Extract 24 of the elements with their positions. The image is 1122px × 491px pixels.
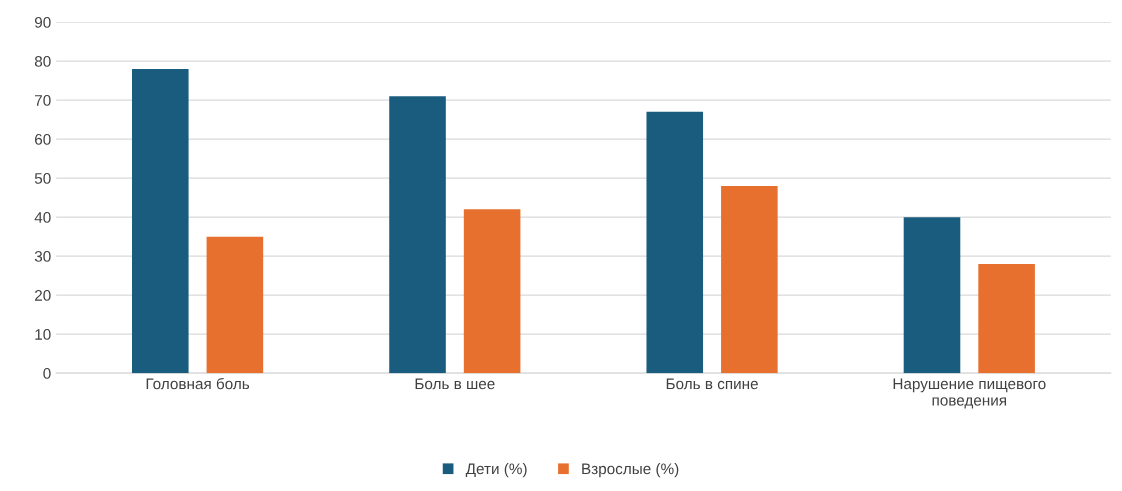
x-tick-label: Нарушение пищевого поведения — [893, 378, 1046, 409]
bar — [721, 185, 778, 374]
y-tick-label: 80 — [34, 55, 51, 67]
legend-label: Дети (%) — [465, 463, 527, 478]
y-tick-label: 70 — [35, 94, 51, 106]
y-tick-label: 20 — [35, 290, 51, 301]
bar — [389, 96, 446, 374]
y-tick-label: 90 — [34, 16, 51, 28]
bar — [463, 209, 521, 374]
y-tick-label: 60 — [35, 133, 51, 145]
bar — [206, 236, 264, 374]
y-tick-label: 50 — [34, 172, 51, 184]
legend-label: Взрослые (%) — [582, 463, 679, 478]
bar — [903, 217, 961, 374]
x-tick-label: Головная боль — [146, 377, 250, 390]
y-tick-label: 30 — [34, 251, 51, 262]
y-tick-label: 0 — [43, 368, 51, 379]
y-tick-label: 40 — [34, 212, 51, 223]
x-tick-label: Боль в шее — [415, 378, 495, 390]
bar — [131, 68, 189, 374]
bar — [646, 111, 704, 374]
x-tick-label: Боль в спине — [666, 378, 758, 390]
y-tick-label: 10 — [35, 329, 51, 340]
bar — [978, 263, 1035, 374]
